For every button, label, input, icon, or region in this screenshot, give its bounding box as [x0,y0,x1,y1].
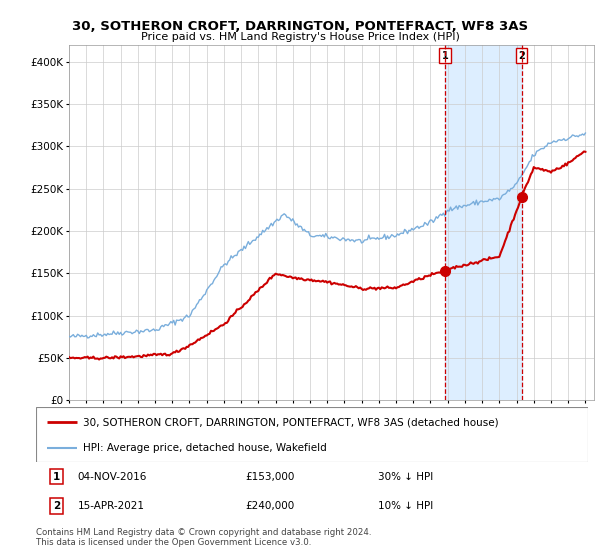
Text: 10% ↓ HPI: 10% ↓ HPI [378,501,433,511]
Text: 1: 1 [53,472,60,482]
Bar [445,45,521,400]
Text: 30, SOTHERON CROFT, DARRINGTON, PONTEFRACT, WF8 3AS: 30, SOTHERON CROFT, DARRINGTON, PONTEFRA… [72,20,528,32]
Text: HPI: Average price, detached house, Wakefield: HPI: Average price, detached house, Wake… [83,444,326,453]
Text: £240,000: £240,000 [246,501,295,511]
FancyBboxPatch shape [36,407,588,462]
Text: 2: 2 [53,501,60,511]
Text: Price paid vs. HM Land Registry's House Price Index (HPI): Price paid vs. HM Land Registry's House … [140,32,460,43]
Text: £153,000: £153,000 [246,472,295,482]
Text: 1: 1 [442,51,448,61]
Text: 2: 2 [518,51,525,61]
Text: Contains HM Land Registry data © Crown copyright and database right 2024.
This d: Contains HM Land Registry data © Crown c… [36,528,371,547]
Text: 15-APR-2021: 15-APR-2021 [77,501,145,511]
Text: 04-NOV-2016: 04-NOV-2016 [77,472,147,482]
Text: 30, SOTHERON CROFT, DARRINGTON, PONTEFRACT, WF8 3AS (detached house): 30, SOTHERON CROFT, DARRINGTON, PONTEFRA… [83,418,499,427]
Text: 30% ↓ HPI: 30% ↓ HPI [378,472,433,482]
